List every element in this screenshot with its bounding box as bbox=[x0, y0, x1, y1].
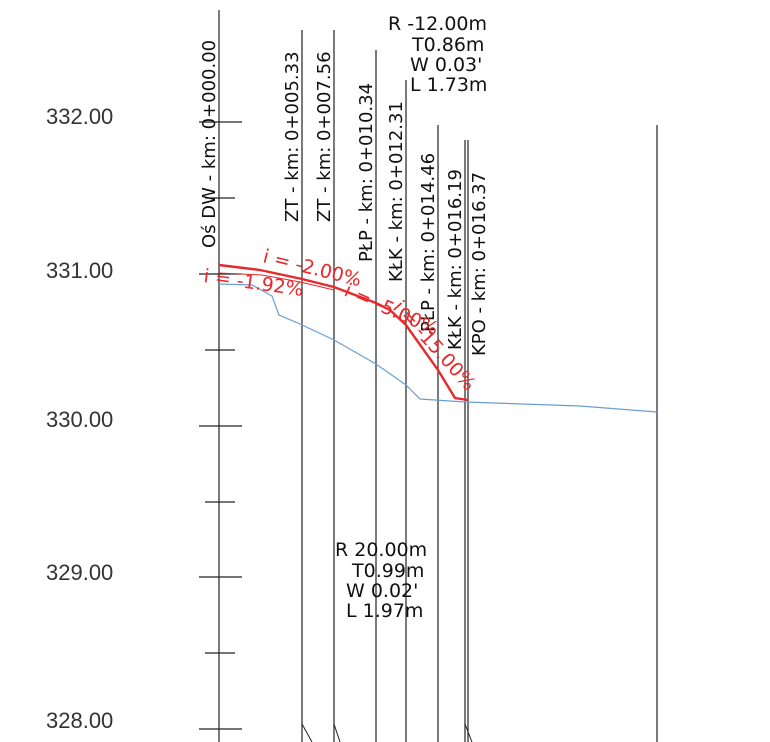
station-label: KPO - km: 0+016.37 bbox=[469, 172, 490, 356]
elevation-label-331: 331.00 bbox=[46, 258, 113, 283]
station-label: PŁP - km: 0+014.46 bbox=[418, 153, 439, 332]
curve-bottom-tangent: T0.99m bbox=[351, 560, 424, 582]
curve-data-top: R -12.00m T0.86m W 0.03' L 1.73m bbox=[388, 13, 487, 96]
station-label: KŁK - km: 0+012.31 bbox=[386, 101, 407, 282]
station-lines bbox=[301, 30, 658, 742]
terrain-line bbox=[218, 283, 658, 413]
curve-bottom-offset: W 0.02' bbox=[346, 580, 418, 602]
curve-top-radius: R -12.00m bbox=[388, 13, 487, 35]
curve-top-length: L 1.73m bbox=[410, 74, 487, 96]
station-label: ZT - km: 0+005.33 bbox=[282, 51, 303, 222]
stub bbox=[301, 723, 313, 742]
bottom-stubs bbox=[301, 723, 473, 742]
station-label: KŁK - km: 0+016.19 bbox=[445, 169, 466, 350]
stub bbox=[333, 723, 341, 742]
station-label: ZT - km: 0+007.56 bbox=[314, 51, 335, 222]
axis-ticks bbox=[199, 10, 242, 742]
design-grade-line bbox=[218, 263, 469, 402]
station-labels: Oś DW - km: 0+000.00 ZT - km: 0+005.33 Z… bbox=[199, 40, 490, 356]
elevation-label-332: 332.00 bbox=[46, 104, 113, 129]
curve-top-offset: W 0.03' bbox=[410, 54, 482, 76]
elevation-label-330: 330.00 bbox=[46, 407, 113, 432]
elevation-axis: 332.00 331.00 330.00 329.00 328.00 bbox=[46, 104, 113, 733]
elevation-label-329: 329.00 bbox=[46, 560, 113, 585]
station-label: PŁP - km: 0+010.34 bbox=[356, 83, 377, 262]
elevation-label-328: 328.00 bbox=[46, 708, 113, 733]
stub bbox=[464, 723, 473, 742]
curve-data-bottom: R 20.00m T0.99m W 0.02' L 1.97m bbox=[335, 539, 427, 622]
curve-bottom-length: L 1.97m bbox=[346, 600, 423, 622]
design-grade-line-secondary bbox=[218, 272, 335, 291]
curve-top-tangent: T0.86m bbox=[411, 34, 484, 56]
station-label: Oś DW - km: 0+000.00 bbox=[199, 40, 220, 248]
curve-bottom-radius: R 20.00m bbox=[335, 539, 427, 561]
